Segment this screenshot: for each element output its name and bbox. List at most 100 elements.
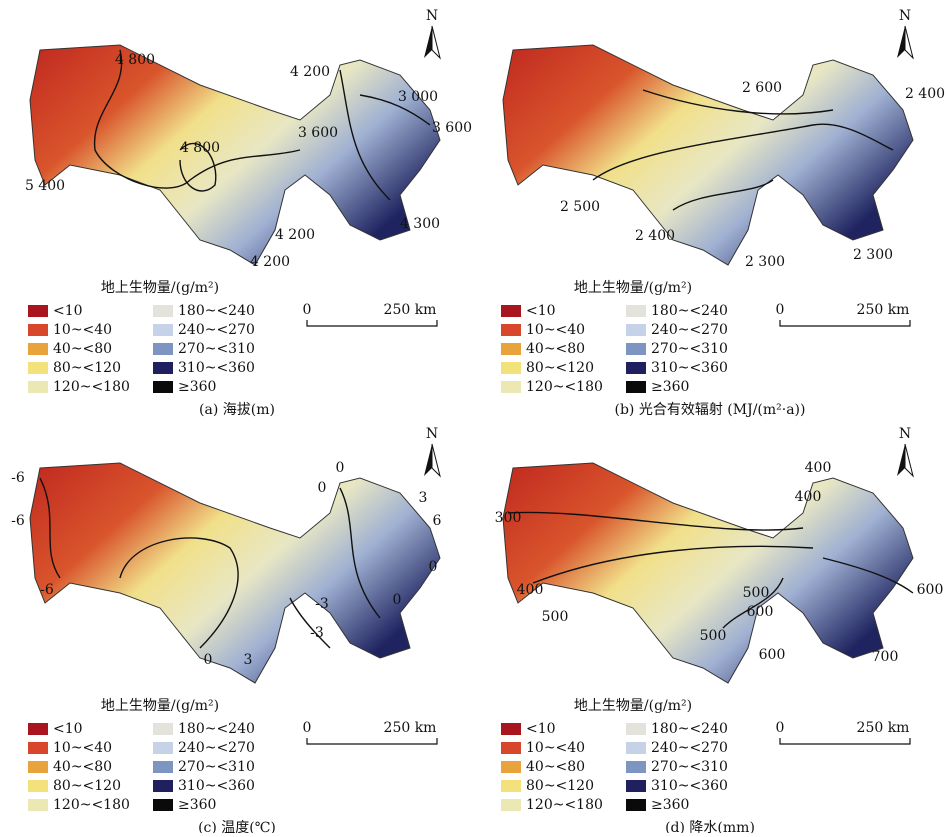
legend-label: 310~<360 <box>178 778 255 794</box>
legend-label: ≥360 <box>651 379 689 395</box>
legend-title: 地上生物量/(g/m²) <box>101 280 219 296</box>
north-arrow <box>432 26 440 58</box>
caption: (a) 海拔(m) <box>199 402 275 418</box>
contour-label: 2 300 <box>745 254 785 270</box>
contour-label: 2 400 <box>635 228 675 244</box>
north-arrow <box>424 444 432 476</box>
contour-label: -6 <box>11 513 25 529</box>
legend-label: 310~<360 <box>651 778 728 794</box>
contour-label: 2 400 <box>905 86 945 102</box>
contour-label: 400 <box>805 460 832 476</box>
legend-swatch <box>501 343 521 355</box>
legend-label: 310~<360 <box>178 360 255 376</box>
legend-swatch <box>28 305 48 317</box>
scale-bar <box>780 738 910 744</box>
contour-label: 600 <box>747 604 774 620</box>
region-map <box>503 463 913 683</box>
scale-end: 250 km <box>857 302 910 318</box>
contour-label: 0 <box>429 559 438 575</box>
legend-swatch <box>501 761 521 773</box>
legend-label: 240~<270 <box>178 322 255 338</box>
legend-label: 180~<240 <box>178 303 255 319</box>
legend-label: ≥360 <box>178 797 216 813</box>
contour-label: 3 000 <box>398 89 438 105</box>
legend-swatch <box>626 324 646 336</box>
legend-swatch <box>28 362 48 374</box>
legend-swatch <box>501 324 521 336</box>
legend-swatch <box>153 780 173 792</box>
legend-label: 40~<80 <box>526 341 585 357</box>
legend-swatch <box>501 381 521 393</box>
legend-label: 10~<40 <box>526 740 585 756</box>
map-panel: 2 6002 4002 5002 4002 3002 300N地上生物量/(g/… <box>501 8 945 418</box>
legend-label: 80~<120 <box>53 778 121 794</box>
scale-start: 0 <box>776 720 785 736</box>
contour-label: 4 200 <box>250 254 290 270</box>
legend-label: 270~<310 <box>178 759 255 775</box>
contour-label: 300 <box>495 510 522 526</box>
legend-label: 240~<270 <box>178 740 255 756</box>
legend-label: 10~<40 <box>526 322 585 338</box>
caption: (d) 降水(mm) <box>665 820 755 833</box>
contour-label: 600 <box>759 647 786 663</box>
scale-bar <box>780 320 910 326</box>
legend-swatch <box>501 799 521 811</box>
contour-label: 4 800 <box>115 52 155 68</box>
legend-label: 40~<80 <box>526 759 585 775</box>
legend-swatch <box>626 742 646 754</box>
figure: 4 8004 2003 0003 6003 6004 8005 4004 300… <box>0 0 947 833</box>
legend-swatch <box>28 381 48 393</box>
legend-swatch <box>28 761 48 773</box>
scale-end: 250 km <box>384 302 437 318</box>
legend-label: <10 <box>526 721 556 737</box>
scale-end: 250 km <box>384 720 437 736</box>
contour-label: 3 <box>419 490 428 506</box>
scale-start: 0 <box>303 720 312 736</box>
contour-label: 6 <box>433 513 442 529</box>
legend-swatch <box>28 780 48 792</box>
legend-label: 40~<80 <box>53 759 112 775</box>
contour-label: 0 <box>393 592 402 608</box>
caption: (b) 光合有效辐射 (MJ/(m²·a)) <box>615 402 806 418</box>
legend-label: 180~<240 <box>651 303 728 319</box>
legend-label: 270~<310 <box>651 759 728 775</box>
legend-title: 地上生物量/(g/m²) <box>101 698 219 714</box>
contour-label: -6 <box>40 582 54 598</box>
region-map <box>503 45 913 265</box>
contour-label: 2 300 <box>853 247 893 263</box>
region-map <box>30 463 440 683</box>
contour-label: 3 600 <box>298 125 338 141</box>
legend-swatch <box>153 799 173 811</box>
north-arrow <box>905 26 913 58</box>
legend-label: 40~<80 <box>53 341 112 357</box>
north-label: N <box>899 426 911 442</box>
legend-title: 地上生物量/(g/m²) <box>574 698 692 714</box>
contour-label: 500 <box>700 628 727 644</box>
legend-swatch <box>626 362 646 374</box>
contour-label: 3 600 <box>432 120 472 136</box>
legend-label: 120~<180 <box>526 797 603 813</box>
contour-label: 0 <box>336 460 345 476</box>
contour-label: 400 <box>517 582 544 598</box>
north-arrow <box>897 26 905 58</box>
legend-swatch <box>501 742 521 754</box>
legend-swatch <box>153 305 173 317</box>
contour-label: 600 <box>917 582 944 598</box>
legend-swatch <box>153 362 173 374</box>
legend-label: 80~<120 <box>53 360 121 376</box>
contour-label: -3 <box>315 596 329 612</box>
legend-label: 10~<40 <box>53 740 112 756</box>
legend-swatch <box>153 723 173 735</box>
legend-label: 120~<180 <box>526 379 603 395</box>
legend-label: 10~<40 <box>53 322 112 338</box>
legend-label: <10 <box>53 721 83 737</box>
legend-swatch <box>28 324 48 336</box>
legend-label: 180~<240 <box>651 721 728 737</box>
legend-label: 180~<240 <box>178 721 255 737</box>
legend-swatch <box>153 343 173 355</box>
legend-swatch <box>28 742 48 754</box>
north-label: N <box>426 426 438 442</box>
north-label: N <box>899 8 911 24</box>
